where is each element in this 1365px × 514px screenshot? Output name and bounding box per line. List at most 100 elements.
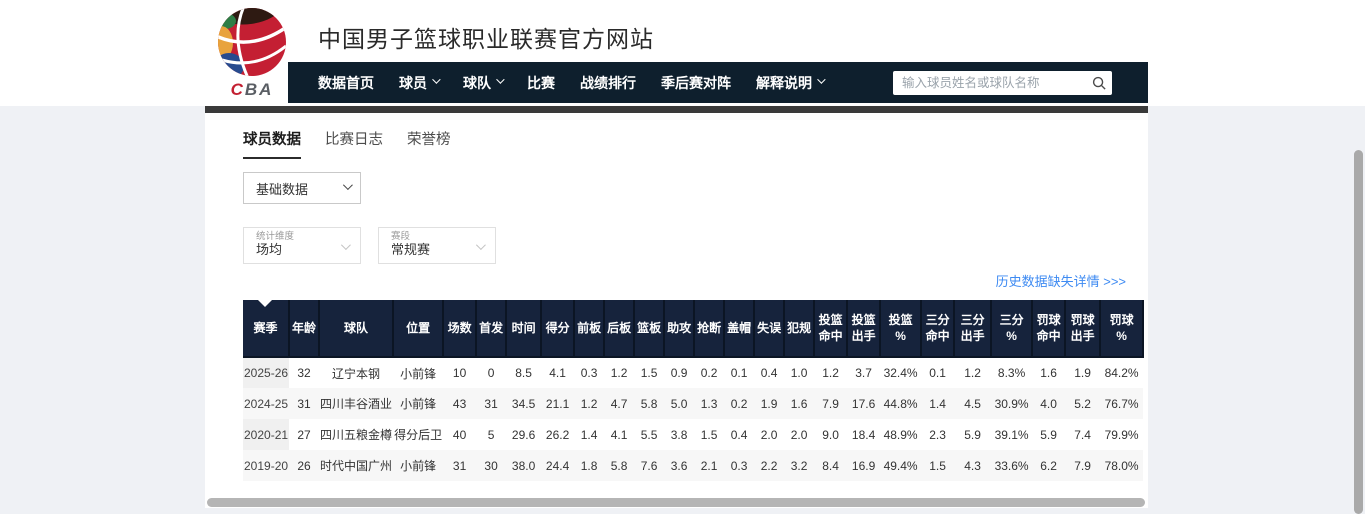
table-row: 2019-20 26 时代中国广州 小前锋 31 30 38.0 24.4 1.8 5.8 7.6 3… xyxy=(243,450,1144,481)
table-cell: 49.4% xyxy=(880,450,922,481)
column-header-0[interactable]: 赛季 xyxy=(243,300,291,358)
table-cell: 0.2 xyxy=(724,388,755,419)
top-header: CBA 中国男子篮球职业联赛官方网站 数据首页 球员 球队 比赛 战绩排行 季后赛对阵 解释… xyxy=(0,0,1365,106)
vertical-scrollbar[interactable] xyxy=(1354,150,1363,514)
column-header-11[interactable]: 助攻 xyxy=(664,300,696,358)
nav-item-1[interactable]: 球员 xyxy=(399,73,441,93)
table-cell: 8.5 xyxy=(506,357,542,388)
table-cell: 0.3 xyxy=(724,450,755,481)
column-header-24[interactable]: 罚球 % xyxy=(1100,300,1145,358)
column-header-18[interactable]: 投篮 % xyxy=(880,300,923,358)
table-cell: 31 xyxy=(289,388,320,419)
nav-item-label: 球员 xyxy=(399,74,427,91)
column-header-13[interactable]: 盖帽 xyxy=(724,300,756,358)
stat-dimension-label: 统计维度 xyxy=(256,231,295,242)
table-cell: 时代中国广州 xyxy=(319,450,394,481)
table-cell: 33.6% xyxy=(991,450,1033,481)
column-header-20[interactable]: 三分 出手 xyxy=(954,300,993,358)
table-cell: 1.5 xyxy=(921,450,955,481)
column-header-4[interactable]: 场数 xyxy=(443,300,478,358)
nav-items: 数据首页 球员 球队 比赛 战绩排行 季后赛对阵 解释说明 xyxy=(318,73,848,93)
table-cell: 21.1 xyxy=(541,388,575,419)
data-type-select[interactable]: 基础数据 xyxy=(243,172,361,204)
horizontal-scrollbar[interactable] xyxy=(207,498,1145,507)
history-data-missing-link[interactable]: 历史数据缺失详情 >>> xyxy=(995,274,1126,289)
nav-item-2[interactable]: 球队 xyxy=(463,73,505,93)
tab-2[interactable]: 荣誉榜 xyxy=(407,132,451,148)
table-row: 2025-26 32 辽宁本钢 小前锋 10 0 8.5 4.1 0.3 1.2 1.5 0.9 0.2… xyxy=(243,357,1144,388)
table-cell: 18.4 xyxy=(847,419,881,450)
column-header-23[interactable]: 罚球 出手 xyxy=(1065,300,1102,358)
column-header-9[interactable]: 后板 xyxy=(604,300,636,358)
search-icon xyxy=(1092,76,1106,90)
table-cell: 2.0 xyxy=(784,419,815,450)
table-cell: 32 xyxy=(289,357,320,388)
column-header-5[interactable]: 首发 xyxy=(476,300,508,358)
column-header-6[interactable]: 时间 xyxy=(506,300,543,358)
column-header-7[interactable]: 得分 xyxy=(541,300,576,358)
nav-item-0[interactable]: 数据首页 xyxy=(318,73,374,93)
tab-0[interactable]: 球员数据 xyxy=(243,128,301,159)
player-stats-table: 赛季 年龄 球队 位置 场数 首发 时间 得分 前板 后板 篮板 助攻 抢断 盖帽 失误 犯规 投篮 命中 投篮 … xyxy=(243,300,1145,481)
table-cell: 1.4 xyxy=(921,388,955,419)
column-header-15[interactable]: 犯规 xyxy=(784,300,816,358)
table-cell: 1.2 xyxy=(954,357,992,388)
column-header-19[interactable]: 三分 命中 xyxy=(921,300,956,358)
column-header-8[interactable]: 前板 xyxy=(574,300,606,358)
search-box xyxy=(893,71,1112,95)
table-cell: 3.2 xyxy=(784,450,815,481)
table-cell: 0.2 xyxy=(694,357,725,388)
stat-dimension-value: 场均 xyxy=(256,242,283,258)
column-header-22[interactable]: 罚球 命中 xyxy=(1032,300,1067,358)
table-cell: 7.6 xyxy=(634,450,665,481)
table-cell: 40 xyxy=(443,419,477,450)
column-header-21[interactable]: 三分 % xyxy=(991,300,1034,358)
table-cell: 2.2 xyxy=(754,450,785,481)
nav-item-6[interactable]: 解释说明 xyxy=(756,73,826,93)
column-header-1[interactable]: 年龄 xyxy=(289,300,321,358)
table-cell: 1.6 xyxy=(1032,357,1066,388)
table-cell: 5.8 xyxy=(634,388,665,419)
stats-table-wrap: 赛季 年龄 球队 位置 场数 首发 时间 得分 前板 后板 篮板 助攻 抢断 盖帽 失误 犯规 投篮 命中 投篮 … xyxy=(243,300,1145,481)
nav-item-label: 球队 xyxy=(463,74,491,91)
column-header-12[interactable]: 抢断 xyxy=(694,300,726,358)
table-cell: 7.4 xyxy=(1065,419,1101,450)
stat-dimension-select[interactable]: 统计维度 场均 xyxy=(243,227,361,264)
table-cell: 30.9% xyxy=(991,388,1033,419)
nav-item-3[interactable]: 比赛 xyxy=(527,73,555,93)
table-cell: 10 xyxy=(443,357,477,388)
table-cell: 1.2 xyxy=(604,357,635,388)
nav-item-4[interactable]: 战绩排行 xyxy=(580,73,636,93)
column-header-16[interactable]: 投篮 命中 xyxy=(814,300,849,358)
column-header-2[interactable]: 球队 xyxy=(319,300,395,358)
column-header-14[interactable]: 失误 xyxy=(754,300,786,358)
column-header-17[interactable]: 投篮 出手 xyxy=(847,300,882,358)
stage-select[interactable]: 赛段 常规赛 xyxy=(378,227,496,264)
table-cell: 辽宁本钢 xyxy=(319,357,394,388)
cba-logo[interactable]: CBA xyxy=(211,6,293,102)
nav-item-5[interactable]: 季后赛对阵 xyxy=(661,73,731,93)
column-header-10[interactable]: 篮板 xyxy=(634,300,666,358)
table-cell: 1.5 xyxy=(694,419,725,450)
table-cell: 小前锋 xyxy=(393,450,444,481)
table-cell: 7.9 xyxy=(814,388,848,419)
data-type-value: 基础数据 xyxy=(256,181,309,197)
table-cell: 2019-20 xyxy=(243,450,290,481)
content-card: 球员数据 比赛日志 荣誉榜 基础数据 统计维度 场均 赛段 常规赛 历史数据缺失详情… xyxy=(205,113,1148,508)
table-cell: 39.1% xyxy=(991,419,1033,450)
search-button[interactable] xyxy=(1086,71,1112,95)
header-divider-strip xyxy=(205,106,1148,113)
table-cell: 9.0 xyxy=(814,419,848,450)
search-input[interactable] xyxy=(893,76,1086,90)
table-cell: 5 xyxy=(476,419,507,450)
table-cell: 四川五粮金樽 xyxy=(319,419,394,450)
tab-1[interactable]: 比赛日志 xyxy=(325,132,383,148)
nav-item-label: 战绩排行 xyxy=(580,74,636,91)
table-cell: 2020-21 xyxy=(243,419,290,450)
table-cell: 1.2 xyxy=(814,357,848,388)
table-cell: 得分后卫 xyxy=(393,419,444,450)
column-header-3[interactable]: 位置 xyxy=(393,300,445,358)
table-cell: 小前锋 xyxy=(393,357,444,388)
table-row: 2024-25 31 四川丰谷酒业 小前锋 43 31 34.5 21.1 1.2 4.7 5.8 5… xyxy=(243,388,1144,419)
cba-basketball-icon xyxy=(218,8,286,76)
